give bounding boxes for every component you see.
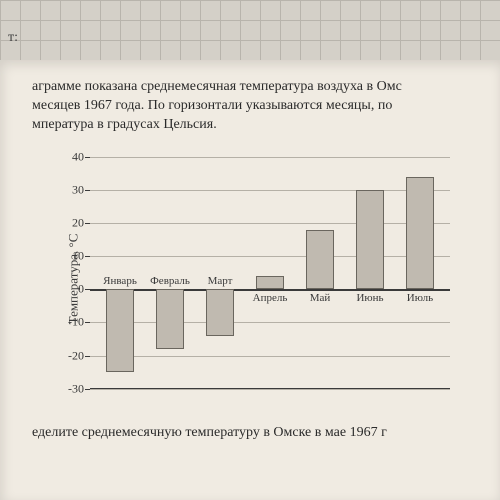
bar bbox=[406, 177, 434, 290]
text-line-2: месяцев 1967 года. По горизонтали указыв… bbox=[32, 98, 392, 113]
gridline bbox=[90, 389, 450, 390]
y-tick-mark bbox=[85, 190, 90, 191]
text-line-3: мпература в градусах Цельсия. bbox=[32, 117, 217, 132]
bar bbox=[356, 190, 384, 289]
y-tick-mark bbox=[85, 223, 90, 224]
gridline bbox=[90, 223, 450, 224]
gridline bbox=[90, 190, 450, 191]
x-category-label: Март bbox=[208, 275, 233, 287]
x-category-label: Июль bbox=[407, 292, 433, 304]
gridline bbox=[90, 356, 450, 357]
bar bbox=[256, 276, 284, 289]
gridline bbox=[90, 322, 450, 323]
bar bbox=[206, 289, 234, 335]
bar bbox=[106, 289, 134, 372]
y-tick-mark bbox=[85, 256, 90, 257]
y-axis-label: Температура, °C bbox=[65, 233, 81, 324]
y-tick-mark bbox=[85, 389, 90, 390]
question-text: еделите среднемесячную температуру в Омс… bbox=[32, 425, 488, 441]
bar bbox=[306, 230, 334, 290]
x-category-label: Май bbox=[310, 292, 331, 304]
y-tick-mark bbox=[85, 356, 90, 357]
x-category-label: Январь bbox=[103, 275, 137, 287]
y-tick-mark bbox=[85, 157, 90, 158]
partial-label: т: bbox=[8, 30, 18, 46]
bar bbox=[156, 289, 184, 349]
problem-text: аграмме показана среднемесячная температ… bbox=[32, 78, 488, 135]
book-page: аграмме показана среднемесячная температ… bbox=[0, 60, 500, 500]
x-category-label: Февраль bbox=[150, 275, 190, 287]
gridline bbox=[90, 256, 450, 257]
plot-area: -30-20-10010203040ЯнварьФевральМартАпрел… bbox=[90, 157, 450, 389]
x-category-label: Июнь bbox=[356, 292, 383, 304]
y-tick-mark bbox=[85, 289, 90, 290]
y-tick-mark bbox=[85, 322, 90, 323]
text-line-1: аграмме показана среднемесячная температ… bbox=[32, 79, 402, 94]
zero-axis bbox=[90, 289, 450, 291]
x-category-label: Апрель bbox=[253, 292, 288, 304]
temperature-chart: Температура, °C -30-20-10010203040Январь… bbox=[50, 149, 470, 409]
gridline bbox=[90, 157, 450, 158]
